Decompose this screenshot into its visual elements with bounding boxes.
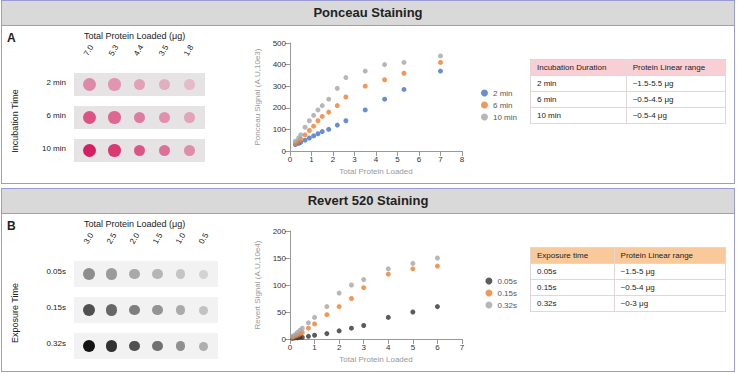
svg-text:200: 200 xyxy=(273,103,287,112)
html-text:3.0: 3.0 xyxy=(82,231,96,246)
svg-text:6: 6 xyxy=(417,155,422,164)
html-text:Total Protein Loaded (μg): Total Protein Loaded (μg) xyxy=(84,219,186,229)
svg-text:100: 100 xyxy=(273,281,287,290)
svg-text:7: 7 xyxy=(460,343,465,352)
svg-text:8: 8 xyxy=(460,155,465,164)
html-text:10 min: 10 min xyxy=(537,111,561,120)
html-text:0.05s: 0.05s xyxy=(537,267,557,276)
svg-text:0.15s: 0.15s xyxy=(497,289,517,298)
svg-text:Ponceau Signal (A.U,10e3): Ponceau Signal (A.U,10e3) xyxy=(253,48,262,145)
svg-text:4: 4 xyxy=(386,343,391,352)
html-text:Protein Linear range: Protein Linear range xyxy=(620,251,694,260)
html-text:Exposure Time: Exposure Time xyxy=(10,283,20,343)
html-text:Exposure time: Exposure time xyxy=(537,251,589,260)
html-text:3.5: 3.5 xyxy=(157,43,171,58)
svg-text:1: 1 xyxy=(312,343,317,352)
svg-text:2 min: 2 min xyxy=(493,89,513,98)
svg-text:5: 5 xyxy=(395,155,400,164)
svg-text:Total Protein Loaded: Total Protein Loaded xyxy=(339,355,412,364)
svg-text:7: 7 xyxy=(438,155,443,164)
svg-text:1: 1 xyxy=(309,155,314,164)
html-text:~0.5-4 μg: ~0.5-4 μg xyxy=(632,111,667,120)
svg-text:0: 0 xyxy=(288,343,293,352)
html-text:5.3: 5.3 xyxy=(107,43,121,58)
svg-text:10 min: 10 min xyxy=(493,113,517,122)
html-text:Incubation Time: Incubation Time xyxy=(10,88,20,153)
svg-text:3: 3 xyxy=(352,155,357,164)
svg-text:5: 5 xyxy=(411,343,416,352)
html-text:4.4: 4.4 xyxy=(132,43,146,58)
svg-text:0: 0 xyxy=(282,335,287,344)
svg-text:Revert Signal (A.U,10e4): Revert Signal (A.U,10e4) xyxy=(253,240,262,329)
svg-text:3: 3 xyxy=(361,343,366,352)
html-text:Protein Linear range: Protein Linear range xyxy=(632,63,706,72)
svg-text:0.05s: 0.05s xyxy=(497,277,517,286)
html-text:Ponceau Staining: Ponceau Staining xyxy=(313,5,423,20)
html-text:0.15s: 0.15s xyxy=(537,283,557,292)
svg-text:6: 6 xyxy=(435,343,440,352)
html-text:A: A xyxy=(7,31,16,45)
svg-text:200: 200 xyxy=(273,227,287,236)
svg-text:2: 2 xyxy=(337,343,342,352)
html-text:2.5: 2.5 xyxy=(105,231,119,246)
svg-text:500: 500 xyxy=(273,39,287,48)
html-text:0.32s: 0.32s xyxy=(537,299,557,308)
svg-text:100: 100 xyxy=(273,125,287,134)
svg-text:4: 4 xyxy=(374,155,379,164)
html-text:2 min: 2 min xyxy=(537,79,557,88)
html-text:Total Protein Loaded (μg): Total Protein Loaded (μg) xyxy=(84,31,186,41)
html-text:0.32s: 0.32s xyxy=(46,339,66,348)
html-text:2.0: 2.0 xyxy=(128,231,142,246)
svg-text:300: 300 xyxy=(273,82,287,91)
html-text:0.5: 0.5 xyxy=(197,231,211,246)
html-text:~0.5-4.5 μg: ~0.5-4.5 μg xyxy=(632,95,674,104)
html-text:1.5: 1.5 xyxy=(151,231,165,246)
svg-text:150: 150 xyxy=(273,254,287,263)
html-text:6 min: 6 min xyxy=(537,95,557,104)
html-text:7.0: 7.0 xyxy=(82,43,96,58)
svg-text:0: 0 xyxy=(282,147,287,156)
html-text:6 min: 6 min xyxy=(46,110,66,120)
svg-text:6 min: 6 min xyxy=(493,101,513,110)
html-text:2 min: 2 min xyxy=(46,77,66,87)
svg-text:50: 50 xyxy=(277,308,286,317)
html-text:~1.5-5.5 μg: ~1.5-5.5 μg xyxy=(632,79,674,88)
svg-text:2: 2 xyxy=(331,155,336,164)
html-text:1.0: 1.0 xyxy=(174,231,188,246)
html-text:0.15s: 0.15s xyxy=(46,303,66,312)
html-text:10 min: 10 min xyxy=(42,143,66,153)
svg-text:0: 0 xyxy=(288,155,293,164)
html-text:~0-3 μg: ~0-3 μg xyxy=(620,299,649,308)
html-text:B: B xyxy=(7,219,16,233)
html-text:1.8: 1.8 xyxy=(182,43,196,58)
html-text:Revert 520 Staining: Revert 520 Staining xyxy=(307,193,429,208)
html-text:~1.5-5 μg: ~1.5-5 μg xyxy=(620,267,655,276)
html-text:~0.5-4 μg: ~0.5-4 μg xyxy=(620,283,655,292)
svg-text:0.32s: 0.32s xyxy=(497,301,517,310)
html-text:0.05s: 0.05s xyxy=(46,267,66,276)
svg-text:400: 400 xyxy=(273,60,287,69)
html-text:Incubation Duration: Incubation Duration xyxy=(537,63,607,72)
svg-text:Total Protein Loaded: Total Protein Loaded xyxy=(339,167,412,176)
